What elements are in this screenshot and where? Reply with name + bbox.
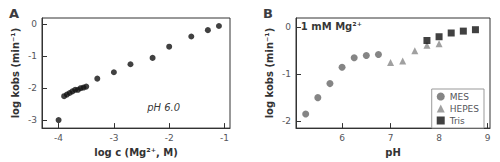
svg-text:6: 6 bbox=[339, 133, 345, 143]
svg-text:9: 9 bbox=[485, 133, 491, 143]
svg-text:HEPES: HEPES bbox=[450, 104, 480, 114]
svg-text:log kobs (min⁻¹): log kobs (min⁻¹) bbox=[10, 28, 21, 119]
svg-text:A: A bbox=[9, 6, 19, 21]
svg-text:-2: -2 bbox=[282, 116, 291, 126]
svg-text:-2: -2 bbox=[165, 133, 174, 143]
svg-text:pH: pH bbox=[385, 147, 401, 158]
svg-text:0: 0 bbox=[285, 22, 291, 32]
svg-text:log c (Mg²⁺, M): log c (Mg²⁺, M) bbox=[94, 147, 178, 158]
svg-text:MES: MES bbox=[450, 92, 469, 102]
svg-text:log kobs (min⁻¹): log kobs (min⁻¹) bbox=[264, 28, 275, 119]
svg-text:-2: -2 bbox=[28, 83, 37, 93]
svg-text:0: 0 bbox=[31, 19, 37, 29]
svg-text:-1: -1 bbox=[220, 133, 229, 143]
svg-text:pH 6.0: pH 6.0 bbox=[146, 102, 180, 113]
svg-text:1 mM Mg²⁺: 1 mM Mg²⁺ bbox=[301, 21, 362, 32]
svg-text:-1: -1 bbox=[28, 51, 37, 61]
svg-text:-1: -1 bbox=[282, 69, 291, 79]
svg-text:7: 7 bbox=[388, 133, 394, 143]
svg-text:B: B bbox=[263, 6, 273, 21]
svg-text:Tris: Tris bbox=[449, 116, 465, 126]
svg-text:-4: -4 bbox=[54, 133, 63, 143]
svg-text:-3: -3 bbox=[28, 115, 37, 125]
svg-text:-3: -3 bbox=[109, 133, 118, 143]
svg-text:8: 8 bbox=[436, 133, 442, 143]
